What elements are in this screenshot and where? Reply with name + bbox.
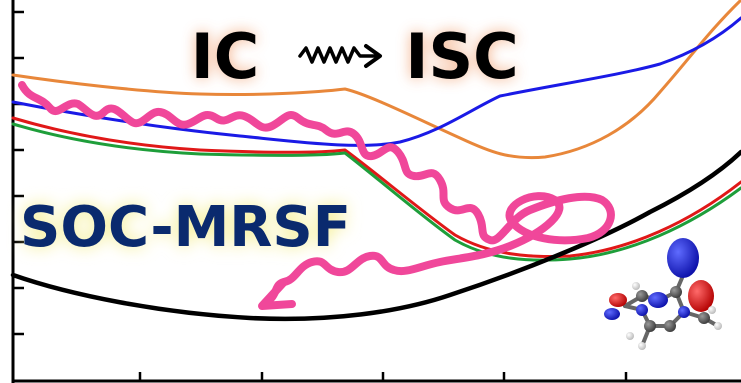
method-label: SOC-MRSF: [20, 195, 351, 260]
title-left-glow: IC: [191, 20, 260, 93]
green-curve: [11, 122, 741, 262]
method-label-group: SOC-MRSF SOC-MRSF: [20, 195, 351, 260]
blue-curve: [11, 16, 741, 147]
trajectory-arrowhead: [258, 278, 296, 310]
title-group: IC ISC IC ISC: [191, 20, 519, 93]
red-curve: [11, 116, 741, 259]
trajectory-path: [18, 81, 615, 306]
energy-curves: [10, 0, 741, 322]
title-ic: IC: [191, 20, 260, 93]
title-right-glow: ISC: [405, 20, 518, 93]
trajectory: [18, 81, 615, 310]
orange-curve: [11, 0, 741, 160]
molecule-icon: [604, 238, 722, 350]
wavy-arrow-icon: [298, 44, 382, 68]
axes: [11, 0, 741, 383]
y-ticks: [13, 10, 24, 336]
method-label-glow: SOC-MRSF: [20, 195, 351, 260]
title-isc: ISC: [405, 20, 518, 93]
x-ticks: [138, 372, 628, 381]
black-curve: [10, 149, 741, 322]
